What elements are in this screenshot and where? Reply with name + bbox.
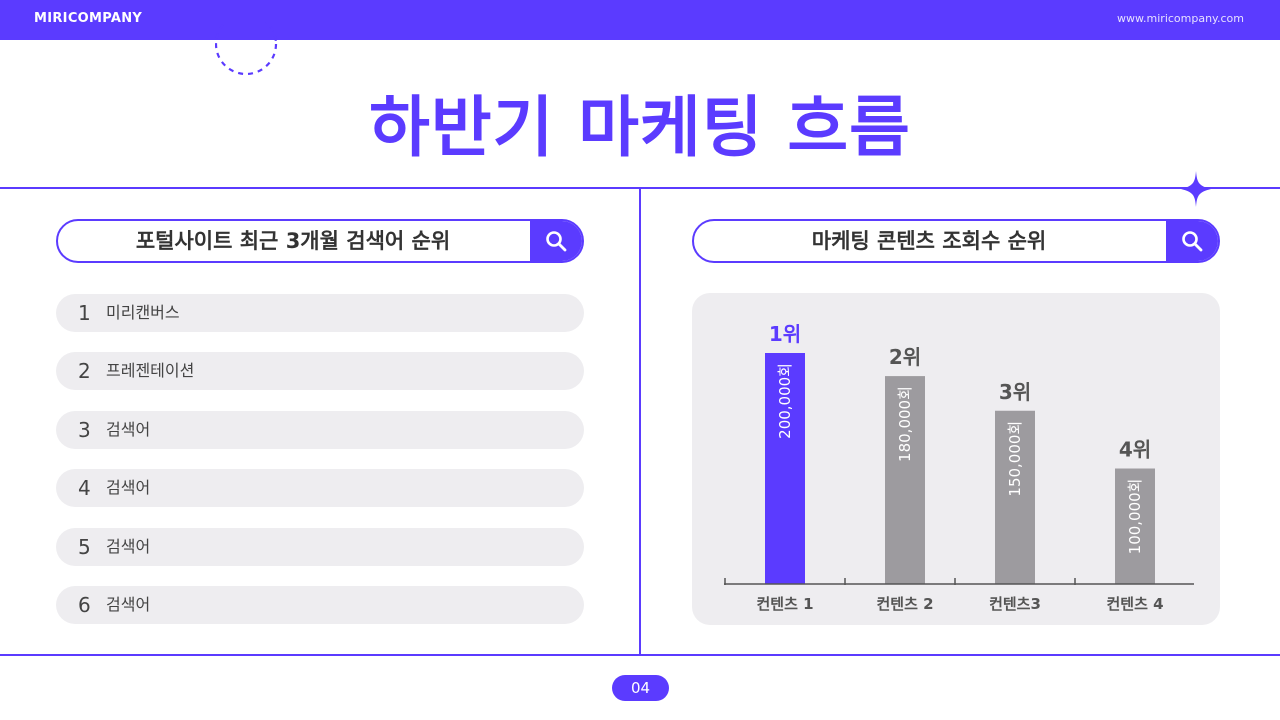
rank-item: 3 검색어	[56, 411, 584, 449]
center-divider	[639, 189, 641, 655]
bar-value-label: 150,000회	[1006, 421, 1024, 497]
chart-bar	[1115, 468, 1155, 584]
left-search-button[interactable]	[530, 221, 582, 261]
rank-item: 2 프레젠테이션	[56, 352, 584, 390]
chart-bar	[765, 353, 805, 584]
top-bar: MIRICOMPANY www.miricompany.com	[0, 0, 1280, 40]
search-icon	[546, 231, 567, 252]
rank-item: 1 미리캔버스	[56, 294, 584, 332]
x-tick-label: 컨텐츠3	[989, 595, 1041, 613]
rank-label: 검색어	[106, 537, 151, 556]
bar-rank-label: 2위	[889, 345, 921, 369]
page-number: 04	[612, 675, 669, 701]
chart-bar	[885, 376, 925, 584]
bottom-divider	[0, 654, 1280, 656]
rank-item: 5 검색어	[56, 528, 584, 566]
rank-number: 2	[78, 359, 91, 383]
rank-item: 4 검색어	[56, 469, 584, 507]
rank-number: 1	[78, 301, 91, 325]
website-url: www.miricompany.com	[1117, 12, 1244, 25]
bar-rank-label: 1위	[769, 322, 801, 346]
x-tick-label: 컨텐츠 1	[756, 595, 813, 613]
bar-rank-label: 4위	[1119, 438, 1151, 462]
rank-label: 미리캔버스	[106, 303, 180, 322]
right-search-title: 마케팅 콘텐츠 조회수 순위	[811, 229, 1047, 253]
sparkle-icon	[1181, 171, 1211, 207]
right-search-bar[interactable]: 마케팅 콘텐츠 조회수 순위	[692, 219, 1220, 263]
x-tick-label: 컨텐츠 4	[1106, 595, 1163, 613]
bar-value-label: 200,000회	[776, 363, 794, 439]
bar-value-label: 180,000회	[896, 386, 914, 462]
top-divider	[0, 187, 1280, 189]
rank-number: 4	[78, 476, 91, 500]
right-search-button[interactable]	[1166, 221, 1218, 261]
brand-name: MIRICOMPANY	[34, 11, 143, 26]
chart-bar	[995, 410, 1035, 584]
rank-number: 5	[78, 535, 91, 559]
rank-item: 6 검색어	[56, 586, 584, 624]
bar-value-label: 100,000회	[1126, 479, 1144, 555]
rank-label: 프레젠테이션	[106, 361, 195, 380]
bar-rank-label: 3위	[999, 380, 1031, 404]
left-search-title: 포털사이트 최근 3개월 검색어 순위	[135, 229, 451, 253]
rank-label: 검색어	[106, 478, 151, 497]
rank-number: 3	[78, 418, 91, 442]
left-search-bar[interactable]: 포털사이트 최근 3개월 검색어 순위	[56, 219, 584, 263]
rank-label: 검색어	[106, 420, 151, 439]
x-tick-label: 컨텐츠 2	[876, 595, 933, 613]
page-title: 하반기 마케팅 흐름	[369, 89, 911, 166]
dashed-circle-decoration	[215, 22, 278, 76]
rank-number: 6	[78, 593, 91, 617]
rank-label: 검색어	[106, 595, 151, 614]
search-icon	[1182, 231, 1203, 252]
